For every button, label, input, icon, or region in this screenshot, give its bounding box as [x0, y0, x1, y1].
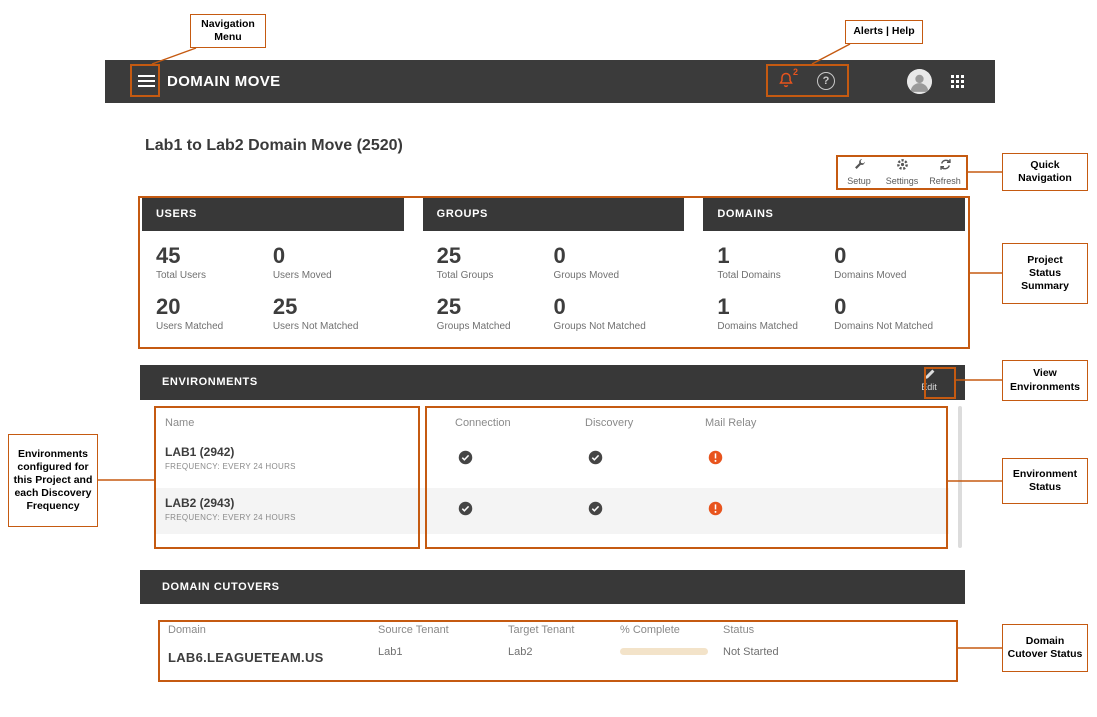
groups-card: GROUPS 25 Total Groups 0 Groups Moved 25 Gr…: [422, 198, 685, 349]
refresh-icon: [939, 158, 952, 171]
callout-navigation-menu: Navigation Menu: [190, 14, 266, 48]
refresh-button[interactable]: Refresh: [925, 158, 965, 186]
callout-alerts-help: Alerts | Help: [845, 20, 923, 44]
project-status-summary: USERS 45 Total Users 0 Users Moved 20 Users…: [142, 198, 966, 349]
domain-cutovers-header: DOMAIN CUTOVERS: [140, 570, 965, 604]
col-discovery: Discovery: [585, 417, 634, 429]
domains-card-title: DOMAINS: [703, 198, 966, 231]
environment-row-lab2[interactable]: LAB2 (2943) FREQUENCY: EVERY 24 HOURS: [154, 488, 949, 534]
environment-name: LAB2 (2943): [165, 496, 235, 510]
stat: 25 Groups Matched: [436, 294, 511, 333]
groups-card-title: GROUPS: [422, 198, 685, 231]
connection-ok-icon: [458, 501, 473, 521]
environment-name: LAB1 (2942): [165, 445, 235, 459]
environments-title: ENVIRONMENTS: [162, 376, 258, 388]
users-card-title: USERS: [142, 198, 404, 231]
stat: 1 Domains Matched: [717, 294, 798, 333]
col-target-tenant: Target Tenant: [508, 624, 575, 636]
refresh-label: Refresh: [929, 176, 961, 186]
col-mail-relay: Mail Relay: [705, 417, 757, 429]
mail-relay-alert-icon: [708, 501, 723, 521]
alerts-button[interactable]: 2: [777, 67, 801, 93]
stat: 25 Total Groups: [436, 243, 494, 282]
edit-environments-button[interactable]: Edit: [915, 369, 943, 393]
cutover-domain: LAB6.LEAGUETEAM.US: [168, 650, 324, 665]
environment-frequency: FREQUENCY: EVERY 24 HOURS: [165, 513, 296, 522]
bell-icon: [777, 72, 795, 93]
environment-row-lab1[interactable]: LAB1 (2942) FREQUENCY: EVERY 24 HOURS: [154, 437, 949, 483]
stat: 0 Domains Moved: [834, 243, 907, 282]
callout-environments-configured: Environments configured for this Project…: [8, 434, 98, 527]
app-header: DOMAIN MOVE 2 ?: [105, 60, 995, 103]
gear-icon: [896, 158, 909, 171]
scrollbar[interactable]: [958, 406, 962, 548]
person-icon: [907, 69, 932, 94]
wrench-icon: [853, 158, 866, 171]
environments-section: ENVIRONMENTS Edit Name Connection Discov…: [140, 365, 965, 555]
help-button[interactable]: ?: [817, 72, 835, 90]
stat: 1 Total Domains: [717, 243, 781, 282]
environment-frequency: FREQUENCY: EVERY 24 HOURS: [165, 462, 296, 471]
stat: 0 Groups Moved: [553, 243, 620, 282]
stat: 20 Users Matched: [156, 294, 224, 333]
domain-cutovers-title: DOMAIN CUTOVERS: [162, 581, 280, 593]
stat: 0 Users Moved: [272, 243, 332, 282]
discovery-ok-icon: [588, 450, 603, 470]
col-domain: Domain: [168, 624, 206, 636]
col-percent-complete: % Complete: [620, 624, 680, 636]
environments-header: ENVIRONMENTS Edit: [140, 365, 965, 400]
cutover-target-tenant: Lab2: [508, 646, 533, 658]
navigation-menu-button[interactable]: [138, 72, 156, 90]
col-connection: Connection: [455, 417, 511, 429]
cutover-source-tenant: Lab1: [378, 646, 403, 658]
callout-project-status-summary: Project Status Summary: [1002, 243, 1088, 304]
setup-button[interactable]: Setup: [839, 158, 879, 186]
pencil-icon: [924, 369, 935, 382]
stat: 25 Users Not Matched: [272, 294, 359, 333]
stat: 45 Total Users: [156, 243, 207, 282]
stat: 0 Domains Not Matched: [834, 294, 934, 333]
connection-ok-icon: [458, 450, 473, 470]
callout-environment-status: Environment Status: [1002, 458, 1088, 504]
progress-bar: [620, 648, 708, 655]
quick-navigation: Setup Settings Refresh: [839, 158, 965, 186]
alerts-badge: 2: [793, 67, 799, 77]
settings-label: Settings: [885, 176, 919, 186]
page-title: Lab1 to Lab2 Domain Move (2520): [145, 137, 403, 154]
user-avatar[interactable]: [907, 69, 932, 94]
callout-view-environments: View Environments: [1002, 360, 1088, 401]
users-card: USERS 45 Total Users 0 Users Moved 20 Users…: [142, 198, 404, 349]
edit-label: Edit: [921, 381, 937, 392]
col-source-tenant: Source Tenant: [378, 624, 449, 636]
settings-button[interactable]: Settings: [882, 158, 922, 186]
callout-domain-cutover-status: Domain Cutover Status: [1002, 624, 1088, 672]
col-status: Status: [723, 624, 755, 636]
app-title: DOMAIN MOVE: [167, 73, 281, 90]
mail-relay-alert-icon: [708, 450, 723, 470]
hamburger-icon: [138, 75, 155, 77]
callout-quick-navigation: Quick Navigation: [1002, 153, 1088, 191]
domain-cutovers-section: DOMAIN CUTOVERS Domain Source Tenant Tar…: [140, 570, 965, 690]
discovery-ok-icon: [588, 501, 603, 521]
stat: 0 Groups Not Matched: [553, 294, 646, 333]
setup-label: Setup: [847, 176, 871, 186]
apps-grid-icon[interactable]: [951, 75, 964, 88]
cutover-status: Not Started: [723, 646, 779, 658]
col-name: Name: [165, 417, 195, 429]
